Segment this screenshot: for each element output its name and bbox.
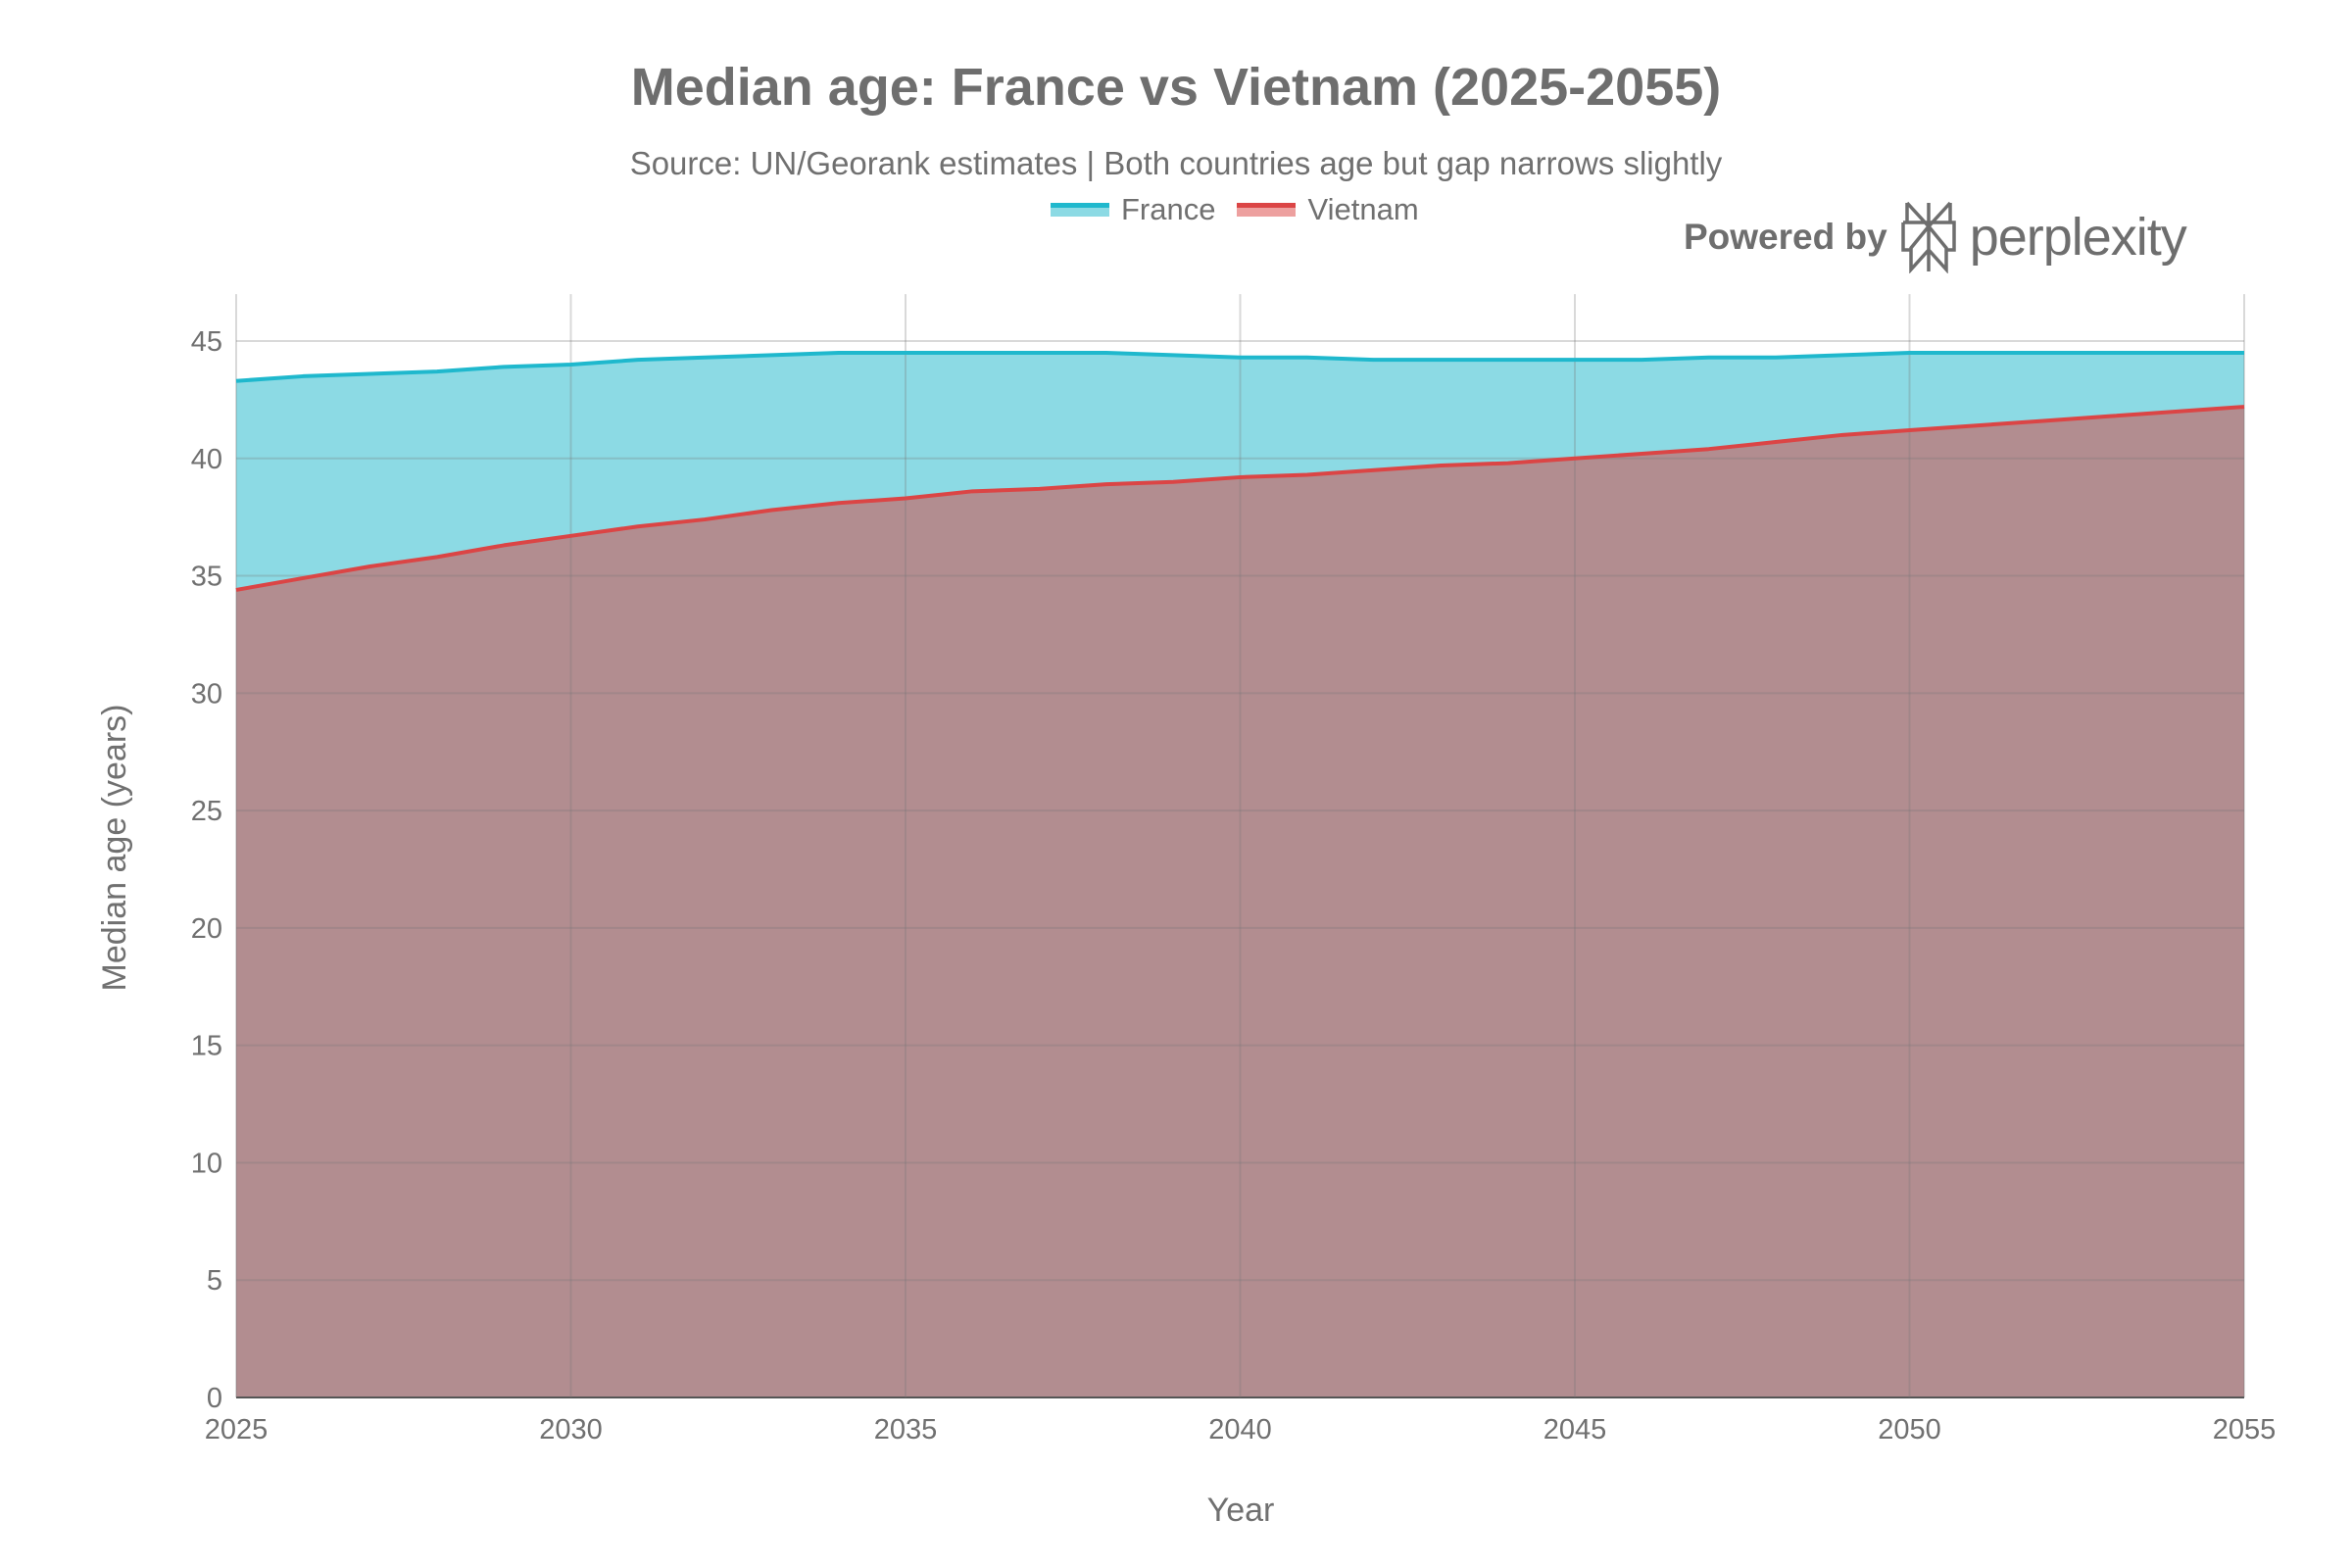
x-tick-label-2050: 2050 (1878, 1414, 1941, 1446)
chart-subtitle: Source: UN/Georank estimates | Both coun… (629, 145, 1723, 181)
perplexity-logo-text: perplexity (1969, 208, 2187, 267)
series-line-france (235, 350, 2244, 383)
x-tick-label-2045: 2045 (1544, 1414, 1607, 1446)
legend-item-france[interactable]: France (1051, 192, 1215, 227)
x-tick-label-2030: 2030 (539, 1414, 603, 1446)
y-tick-label-40: 40 (191, 444, 222, 475)
legend-label-vietnam: Vietnam (1307, 192, 1419, 226)
area-fills (236, 352, 2244, 1397)
y-tick-label-35: 35 (191, 562, 222, 593)
y-tick-label-0: 0 (207, 1383, 222, 1414)
y-tick-label-45: 45 (191, 326, 222, 358)
x-axis-title: Year (1207, 1492, 1275, 1529)
y-tick-label-25: 25 (191, 796, 222, 827)
x-tick-label-2035: 2035 (874, 1414, 938, 1446)
x-tick-label-2025: 2025 (205, 1414, 269, 1446)
y-tick-label-10: 10 (191, 1148, 222, 1179)
legend-label-france: France (1121, 192, 1216, 226)
legend-swatch-vietnam (1237, 203, 1297, 217)
legend-swatch-france (1051, 203, 1109, 217)
powered-by-text: Powered by (1684, 217, 1887, 257)
y-tick-label-15: 15 (191, 1031, 222, 1062)
powered-by-badge: Powered by perplexity (1684, 201, 2187, 273)
x-tick-label-2040: 2040 (1208, 1414, 1272, 1446)
y-tick-label-20: 20 (191, 913, 222, 945)
legend: France Vietnam (1051, 192, 1441, 227)
y-tick-label-5: 5 (207, 1265, 222, 1297)
perplexity-logo-icon (1900, 201, 1956, 273)
series-lines (235, 350, 2245, 592)
legend-item-vietnam[interactable]: Vietnam (1237, 192, 1419, 227)
y-tick-label-30: 30 (191, 678, 222, 710)
chart-title: Median age: France vs Vietnam (2025-2055… (630, 58, 1722, 117)
y-axis-title: Median age (years) (96, 705, 133, 992)
x-tick-label-2055: 2055 (2213, 1414, 2277, 1446)
area-fill-vietnam (236, 407, 2244, 1397)
series-line-vietnam (235, 405, 2245, 592)
